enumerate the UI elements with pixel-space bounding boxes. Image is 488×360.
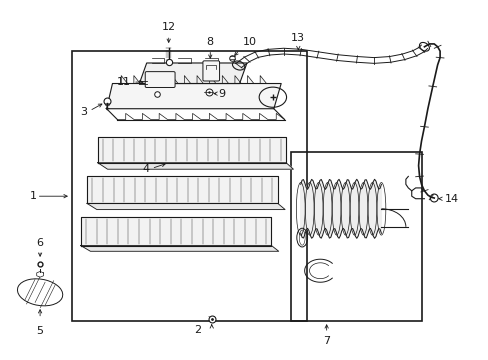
Text: 11: 11 xyxy=(117,77,131,87)
Text: 6: 6 xyxy=(37,238,43,248)
FancyBboxPatch shape xyxy=(203,61,219,81)
Text: 14: 14 xyxy=(444,194,458,204)
Text: 13: 13 xyxy=(291,33,305,43)
Text: 10: 10 xyxy=(242,37,256,47)
Polygon shape xyxy=(300,179,381,238)
Text: 3: 3 xyxy=(80,107,87,117)
Polygon shape xyxy=(98,137,285,163)
Polygon shape xyxy=(106,84,281,109)
Text: 7: 7 xyxy=(323,336,329,346)
Polygon shape xyxy=(115,76,266,84)
Text: 4: 4 xyxy=(142,164,149,174)
Text: 8: 8 xyxy=(206,37,213,47)
Polygon shape xyxy=(81,246,278,251)
Text: 1: 1 xyxy=(30,191,37,201)
Polygon shape xyxy=(139,63,246,84)
Polygon shape xyxy=(87,203,285,210)
Polygon shape xyxy=(81,217,271,246)
FancyBboxPatch shape xyxy=(145,72,175,87)
Text: 12: 12 xyxy=(162,22,175,32)
Text: 9: 9 xyxy=(218,89,225,99)
Polygon shape xyxy=(87,176,277,203)
Text: 5: 5 xyxy=(37,326,43,336)
Text: 2: 2 xyxy=(194,325,202,336)
Polygon shape xyxy=(98,163,293,169)
